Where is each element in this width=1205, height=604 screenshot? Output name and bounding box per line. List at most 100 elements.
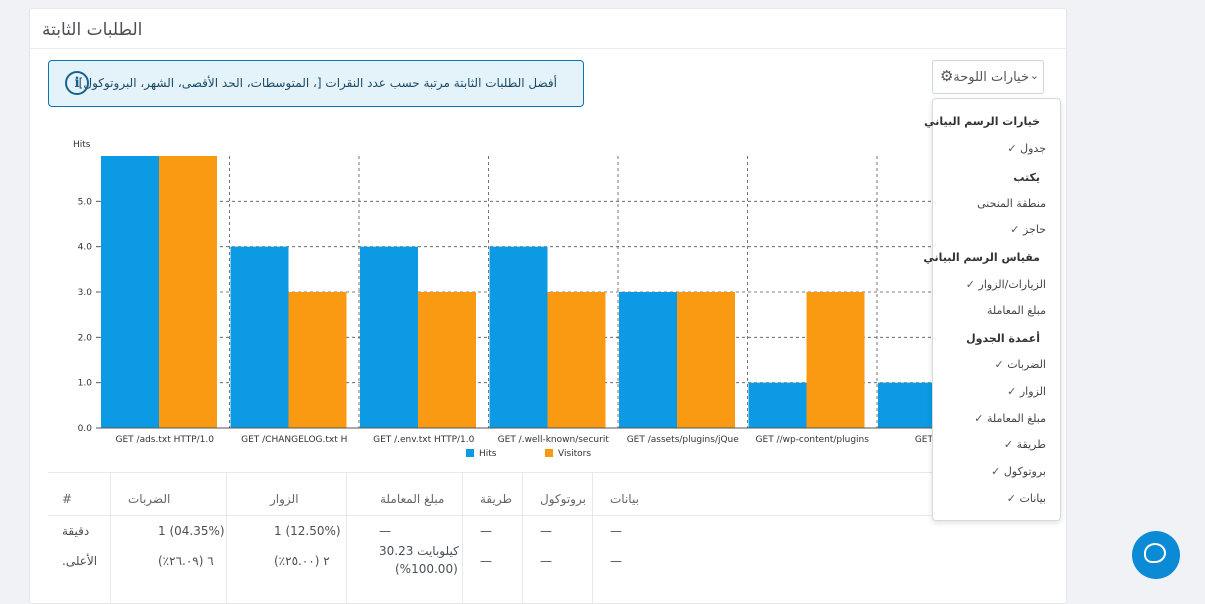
gear-icon: ⚙ [940,67,954,85]
y-tick-label: 4.0 [78,243,93,253]
dropdown-option[interactable]: منطقة المنحنى [977,197,1046,210]
check-icon: ✓ [1007,385,1020,398]
dropdown-option[interactable]: الضربات ✓ [990,358,1046,371]
bar-hits-3 [489,246,548,428]
dropdown-option[interactable]: مبلغ المعاملة [987,304,1046,317]
column-divider [462,472,463,603]
panel-options-dropdown: خيارات الرسم البياني جدول ✓ يكتب منطقة المن… [923,98,1061,521]
dropdown-item-label: الزيارات/الزوار [978,278,1046,291]
dropdown-section-heading: يكتب [1013,171,1040,184]
column-header: طريقة [480,492,513,506]
column-divider [592,472,593,603]
bar-hits-2 [360,246,418,428]
bar-visitors-3 [547,292,606,428]
dropdown-option[interactable]: بيانات ✓ [1003,492,1046,505]
x-tick-label: GET /CHANGELOG.txt H [241,435,347,445]
y-tick-label: 1.0 [78,379,93,389]
dropdown-option[interactable]: الزوار ✓ [1003,385,1046,398]
dropdown-section-heading: أعمدة الجدول [966,332,1040,345]
check-icon: ✓ [1006,492,1020,505]
column-header: الضربات [128,492,171,506]
check-icon: ✓ [991,465,1004,478]
check-icon: ✓ [1007,142,1021,155]
table-cell: 1 (04.35%) [158,524,225,538]
column-header: بروتوكول [540,492,586,506]
chat-button[interactable] [1132,531,1180,579]
check-icon: ✓ [965,278,979,291]
check-icon: ✓ [1010,223,1023,236]
dropdown-item-label: طريقة [1016,438,1046,451]
column-header: بيانات [610,492,639,506]
y-tick-label: 5.0 [78,197,93,207]
check-icon: ✓ [1003,438,1017,451]
y-axis-label: Hits [73,140,91,150]
legend-label-hits: Hits [479,449,497,459]
column-divider [522,472,523,603]
table-cell: 1 (12.50%) [274,524,341,538]
table-cell: — [480,524,492,538]
check-icon: ✓ [974,412,987,425]
y-tick-label: 0.0 [78,424,93,434]
dropdown-item-label: مقياس الرسم البياني [923,251,1040,264]
panel-options-label: خيارات اللوحة [953,70,1029,85]
table-cell: .الأعلى [62,554,98,568]
chevron-down-icon: ⌄ [1029,69,1039,82]
bar-visitors-5 [806,292,865,428]
info-text: أفضل الطلبات الثابتة مرتبة حسب عدد النقر… [78,76,557,90]
bar-visitors-0 [159,156,217,428]
table-header-border [48,515,1048,516]
table-cell: — [610,554,622,568]
table-cell: — [480,554,492,568]
bar-hits-5 [748,382,807,428]
dropdown-item-label: يكتب [1013,171,1040,184]
legend-swatch-hits [466,449,474,457]
legend-swatch-visitors [545,449,553,457]
info-box: أفضل الطلبات الثابتة مرتبة حسب عدد النقر… [48,60,584,107]
check-icon: ✓ [994,358,1008,371]
table-cell: ٢ (٢٥.٠٠٪) [274,554,330,568]
table-cell: كيلوبايت 30.23 [379,544,459,558]
bar-hits-4 [619,292,677,428]
column-divider [226,472,227,603]
column-header: # [62,492,73,506]
x-tick-label: GET /.env.txt HTTP/1.0 [373,435,475,445]
dropdown-item-label: الزوار [1019,385,1046,398]
column-divider [110,472,111,603]
table-cell: — [379,524,391,538]
table-cell: دقيقة [62,524,90,538]
static-requests-panel: الطلبات الثابتة أفضل الطلبات الثابتة مرت… [29,8,1067,604]
bar-hits-0 [101,156,159,428]
bar-chart: 0.0 1.0 2.0 3.0 4.0 5.0 Hits GET /ads.txt HTTP/… [73,140,1036,459]
dropdown-item-label: مبلغ المعاملة [986,304,1046,317]
dropdown-option[interactable]: مبلغ المعاملة ✓ [970,412,1046,425]
column-header: الزوار [270,492,299,506]
bar-hits-6 [878,382,936,428]
dropdown-option[interactable]: طريقة ✓ [1000,438,1046,451]
dropdown-option[interactable]: حاجز ✓ [1006,223,1046,236]
chat-bubble-icon [1144,543,1166,563]
dropdown-option[interactable]: الزيارات/الزوار ✓ [962,278,1046,291]
table-cell: — [540,524,552,538]
column-divider [346,472,347,603]
dropdown-option[interactable]: بروتوكول ✓ [987,465,1046,478]
dropdown-item-label: بيانات [1019,492,1046,505]
dropdown-section-heading: خيارات الرسم البياني [924,115,1040,128]
bar-visitors-1 [288,292,347,428]
dropdown-item-label: حاجز [1022,223,1046,236]
dropdown-option[interactable]: جدول ✓ [1003,142,1046,155]
dropdown-item-label: مبلغ المعاملة [986,412,1046,425]
dropdown-item-label: الضربات [1007,358,1046,371]
table-cell: — [540,554,552,568]
panel-header: الطلبات الثابتة [30,9,1066,49]
x-tick-label: GET //wp-content/plugins [756,435,870,445]
panel-options-button[interactable]: ⌄ خيارات اللوحة ⚙ [932,60,1044,94]
dropdown-item-label: منطقة المنحنى [977,197,1046,210]
table-cell: — [610,524,622,538]
table-cell: ٦ (٢٦.٠٩٪) [158,554,214,568]
x-tick-label: GET /assets/plugins/jQue [627,435,740,445]
column-header: مبلغ المعاملة [380,492,445,506]
info-circle-icon: i [65,71,89,95]
bar-visitors-4 [677,292,735,428]
panel-title: الطلبات الثابتة [42,20,143,40]
bar-hits-1 [230,246,289,428]
